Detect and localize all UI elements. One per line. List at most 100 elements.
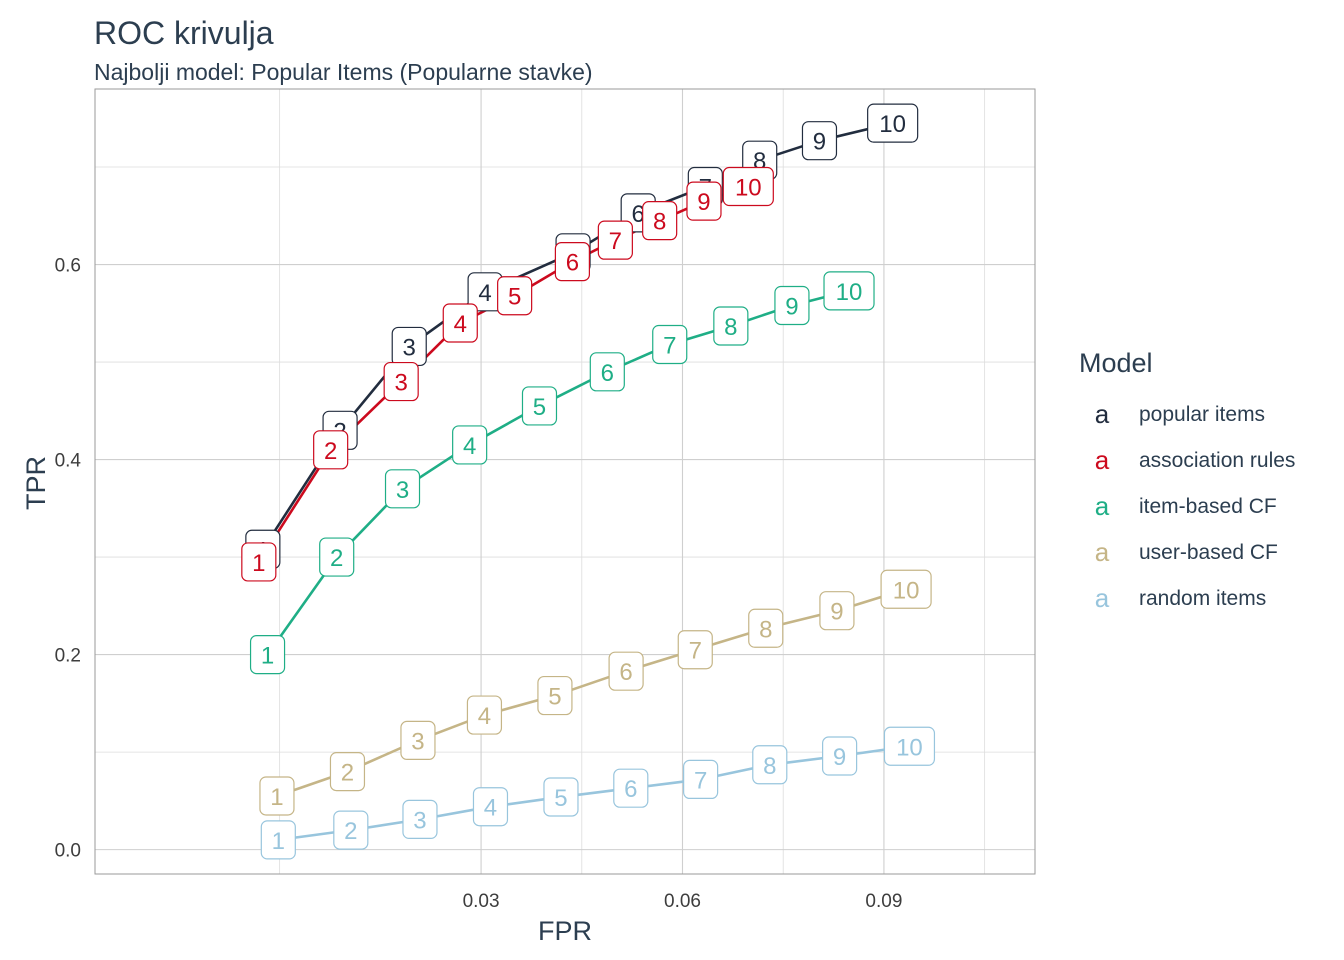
point-label-text: 9 <box>697 189 710 216</box>
legend-label: association rules <box>1139 449 1295 472</box>
point-label-text: 3 <box>403 334 416 361</box>
point-label: 5 <box>521 386 558 426</box>
point-label: 1 <box>249 634 286 675</box>
point-label: 5 <box>497 276 533 316</box>
point-label: 7 <box>683 759 719 800</box>
y-tick-label: 0.4 <box>55 451 82 472</box>
legend: Model a popular items a association rules a i… <box>1079 348 1295 613</box>
point-label-text: 10 <box>735 175 762 202</box>
point-label-box <box>613 768 649 808</box>
point-label-box <box>722 166 774 207</box>
point-label-box <box>259 776 295 816</box>
y-tick-label: 0.6 <box>55 256 81 277</box>
point-label-text: 5 <box>548 684 561 711</box>
point-label-text: 7 <box>689 638 702 665</box>
point-label-text: 10 <box>893 577 920 604</box>
point-label: 1 <box>259 776 295 816</box>
legend-key: a <box>1095 445 1110 475</box>
point-label: 10 <box>823 271 875 311</box>
point-label-box <box>543 777 579 817</box>
point-label-text: 3 <box>413 807 426 834</box>
chart-subtitle: Najbolji model: Popular Items (Popularne… <box>94 59 593 85</box>
point-label-box <box>774 285 810 326</box>
point-label-text: 6 <box>632 201 645 228</box>
point-label-box <box>466 695 503 735</box>
point-label-box <box>452 425 488 465</box>
point-label-box <box>823 271 875 311</box>
point-label-box <box>383 361 419 402</box>
point-label-text: 1 <box>252 550 265 577</box>
point-label-box <box>867 103 919 143</box>
series-line-1 <box>257 185 749 563</box>
point-label-box <box>608 651 644 691</box>
point-label-text: 9 <box>813 129 826 156</box>
point-label-box <box>686 181 722 221</box>
series-line-4 <box>278 744 910 842</box>
point-label-box <box>642 201 678 241</box>
plot-panel-border <box>94 88 1036 875</box>
point-label: 9 <box>686 181 722 221</box>
point-label: 6 <box>589 352 625 392</box>
point-label: 6 <box>554 242 590 282</box>
point-label-box <box>472 787 509 827</box>
point-label-text: 6 <box>566 250 579 277</box>
point-label-box <box>883 726 936 766</box>
point-label-box <box>333 810 369 850</box>
point-label-text: 6 <box>624 776 637 803</box>
point-label-text: 7 <box>663 332 676 359</box>
point-label-text: 4 <box>454 311 467 338</box>
point-label-text: 4 <box>478 703 491 730</box>
point-label: 2 <box>313 430 349 470</box>
point-label-text: 9 <box>785 293 798 320</box>
point-label-box <box>554 242 590 282</box>
point-label-box <box>677 630 713 670</box>
point-label: 7 <box>677 630 713 670</box>
point-label-text: 8 <box>653 209 666 236</box>
point-label-box <box>329 752 366 792</box>
point-label-text: 1 <box>272 828 285 855</box>
point-label-text: 3 <box>396 477 409 504</box>
point-label-box <box>819 591 855 631</box>
point-label-text: 6 <box>619 659 632 686</box>
point-label-text: 10 <box>879 111 906 138</box>
point-label-text: 4 <box>484 795 497 822</box>
legend-title: Model <box>1079 348 1153 378</box>
series-line-2 <box>266 289 850 656</box>
point-label-text: 6 <box>601 360 614 387</box>
point-label: 10 <box>867 103 919 143</box>
x-tick-label: 0.09 <box>865 891 902 912</box>
point-label-text: 8 <box>763 753 776 780</box>
point-label-box <box>713 306 749 346</box>
chart-title: ROC krivulja <box>94 15 274 51</box>
point-label: 9 <box>774 285 810 326</box>
point-label: 8 <box>642 201 678 241</box>
point-label: 6 <box>613 768 649 808</box>
point-label-box <box>597 220 633 260</box>
point-label: 8 <box>713 306 749 346</box>
point-label-box <box>880 569 932 609</box>
point-label-text: 4 <box>478 280 491 307</box>
point-label: 10 <box>722 166 774 207</box>
point-label: 3 <box>384 469 421 509</box>
point-label-box <box>537 675 573 716</box>
point-label: 7 <box>652 324 688 365</box>
point-label-text: 2 <box>330 545 343 572</box>
y-tick-label: 0.2 <box>55 646 81 667</box>
point-label: 10 <box>880 569 932 609</box>
series-line-3 <box>276 588 907 798</box>
point-label-box <box>652 324 688 365</box>
legend-key: a <box>1095 399 1110 429</box>
point-label-box <box>801 121 838 161</box>
point-label-box <box>748 608 784 648</box>
point-label-text: 7 <box>694 767 707 794</box>
point-label-text: 9 <box>830 599 843 626</box>
point-label-text: 10 <box>836 279 863 306</box>
point-label: 7 <box>597 220 633 260</box>
legend-label: item-based CF <box>1139 495 1277 518</box>
point-label: 2 <box>333 810 369 850</box>
point-labels: 1234567891012345678910123456789101234567… <box>241 103 936 860</box>
point-label: 5 <box>537 675 573 716</box>
point-label: 2 <box>329 752 366 792</box>
point-label-text: 5 <box>508 284 521 311</box>
point-label-text: 5 <box>533 394 546 421</box>
